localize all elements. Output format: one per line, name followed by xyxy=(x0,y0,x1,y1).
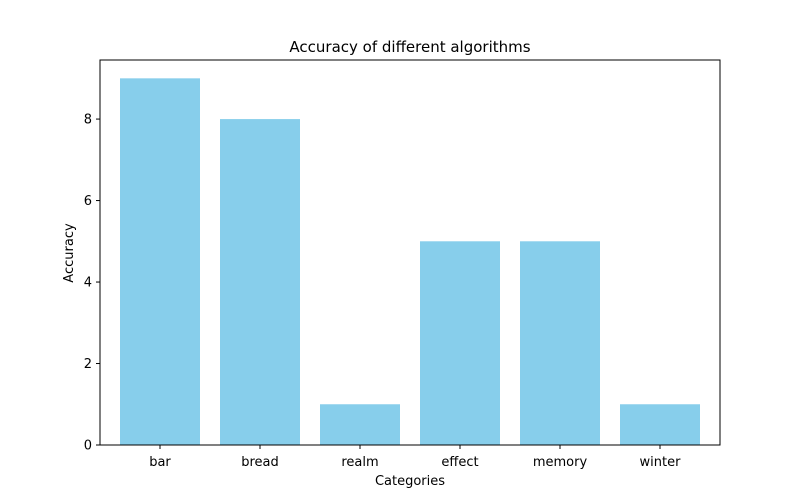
x-tick-label-realm: realm xyxy=(341,455,378,470)
bar-memory xyxy=(520,241,600,445)
bar-effect xyxy=(420,241,500,445)
x-tick-label-winter: winter xyxy=(640,455,682,470)
bar-bar xyxy=(120,78,200,445)
y-tick-label-8: 8 xyxy=(84,113,92,128)
bar-realm xyxy=(320,404,400,445)
y-axis-label: Accuracy xyxy=(62,223,77,283)
x-tick-label-bread: bread xyxy=(241,455,279,470)
x-ticks-group: bar bread realm effect memory winter xyxy=(149,445,681,470)
y-tick-label-2: 2 xyxy=(84,357,92,372)
x-tick-label-bar: bar xyxy=(149,455,171,470)
bars-group xyxy=(120,78,700,446)
bar-bread xyxy=(220,119,300,446)
chart-title: Accuracy of different algorithms xyxy=(289,38,530,56)
y-tick-label-4: 4 xyxy=(84,276,92,291)
y-tick-label-0: 0 xyxy=(84,439,92,454)
x-tick-label-memory: memory xyxy=(533,455,588,470)
bar-winter xyxy=(620,404,700,445)
y-ticks-group: 0 2 4 6 8 xyxy=(84,113,100,454)
y-tick-label-6: 6 xyxy=(84,194,92,209)
x-axis-label: Categories xyxy=(375,474,445,489)
x-tick-label-effect: effect xyxy=(441,455,478,470)
plot-frame xyxy=(99,59,721,446)
